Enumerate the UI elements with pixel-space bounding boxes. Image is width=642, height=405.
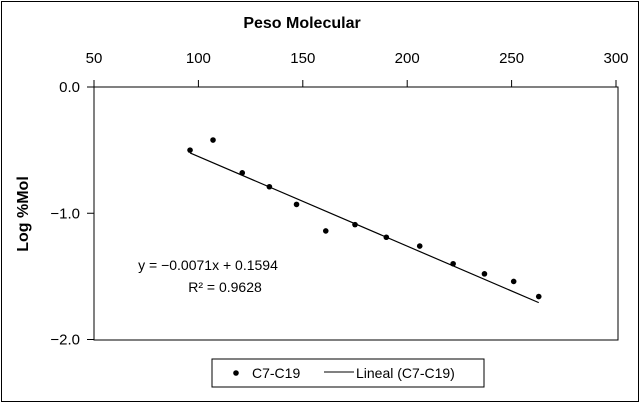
data-point (187, 147, 193, 153)
x-tick-label: 300 (603, 50, 628, 67)
y-axis-title: Log %Mol (15, 176, 32, 252)
x-tick-label: 50 (86, 50, 103, 67)
trendline (189, 152, 539, 304)
data-points (187, 137, 542, 300)
data-point (416, 243, 423, 249)
legend-label-points: C7-C19 (252, 365, 300, 381)
r-squared-label: R² = 0.9628 (188, 279, 262, 295)
data-point (383, 234, 390, 241)
data-point (266, 183, 273, 190)
legend-marker-point (233, 370, 239, 376)
data-point (210, 137, 216, 143)
trendline-equation: y = −0.0071x + 0.1594 (138, 257, 278, 273)
x-axis-ticks: 50 100 150 200 250 300 (86, 50, 629, 87)
data-point (293, 201, 300, 208)
legend-box (211, 358, 485, 388)
data-point (352, 221, 358, 228)
x-tick-label: 200 (395, 50, 420, 67)
plot-area (93, 86, 619, 341)
x-tick-label: 100 (186, 50, 211, 67)
trendline-group (189, 152, 539, 304)
data-point (322, 228, 329, 234)
y-tick-label: 0.0 (59, 79, 80, 96)
data-point (535, 293, 542, 300)
data-point (450, 260, 456, 267)
y-tick-label: −2.0 (50, 332, 80, 349)
x-tick-label: 250 (499, 50, 524, 67)
legend: C7-C19 Lineal (C7-C19) (211, 358, 485, 388)
legend-label-line: Lineal (C7-C19) (356, 365, 455, 381)
data-point (239, 170, 246, 176)
x-axis-title: Peso Molecular (243, 15, 360, 32)
data-point (510, 278, 517, 285)
data-point (481, 271, 488, 277)
y-axis-ticks: 0.0 −1.0 −2.0 (50, 79, 94, 349)
y-tick-label: −1.0 (50, 205, 80, 222)
x-tick-label: 150 (290, 50, 315, 67)
